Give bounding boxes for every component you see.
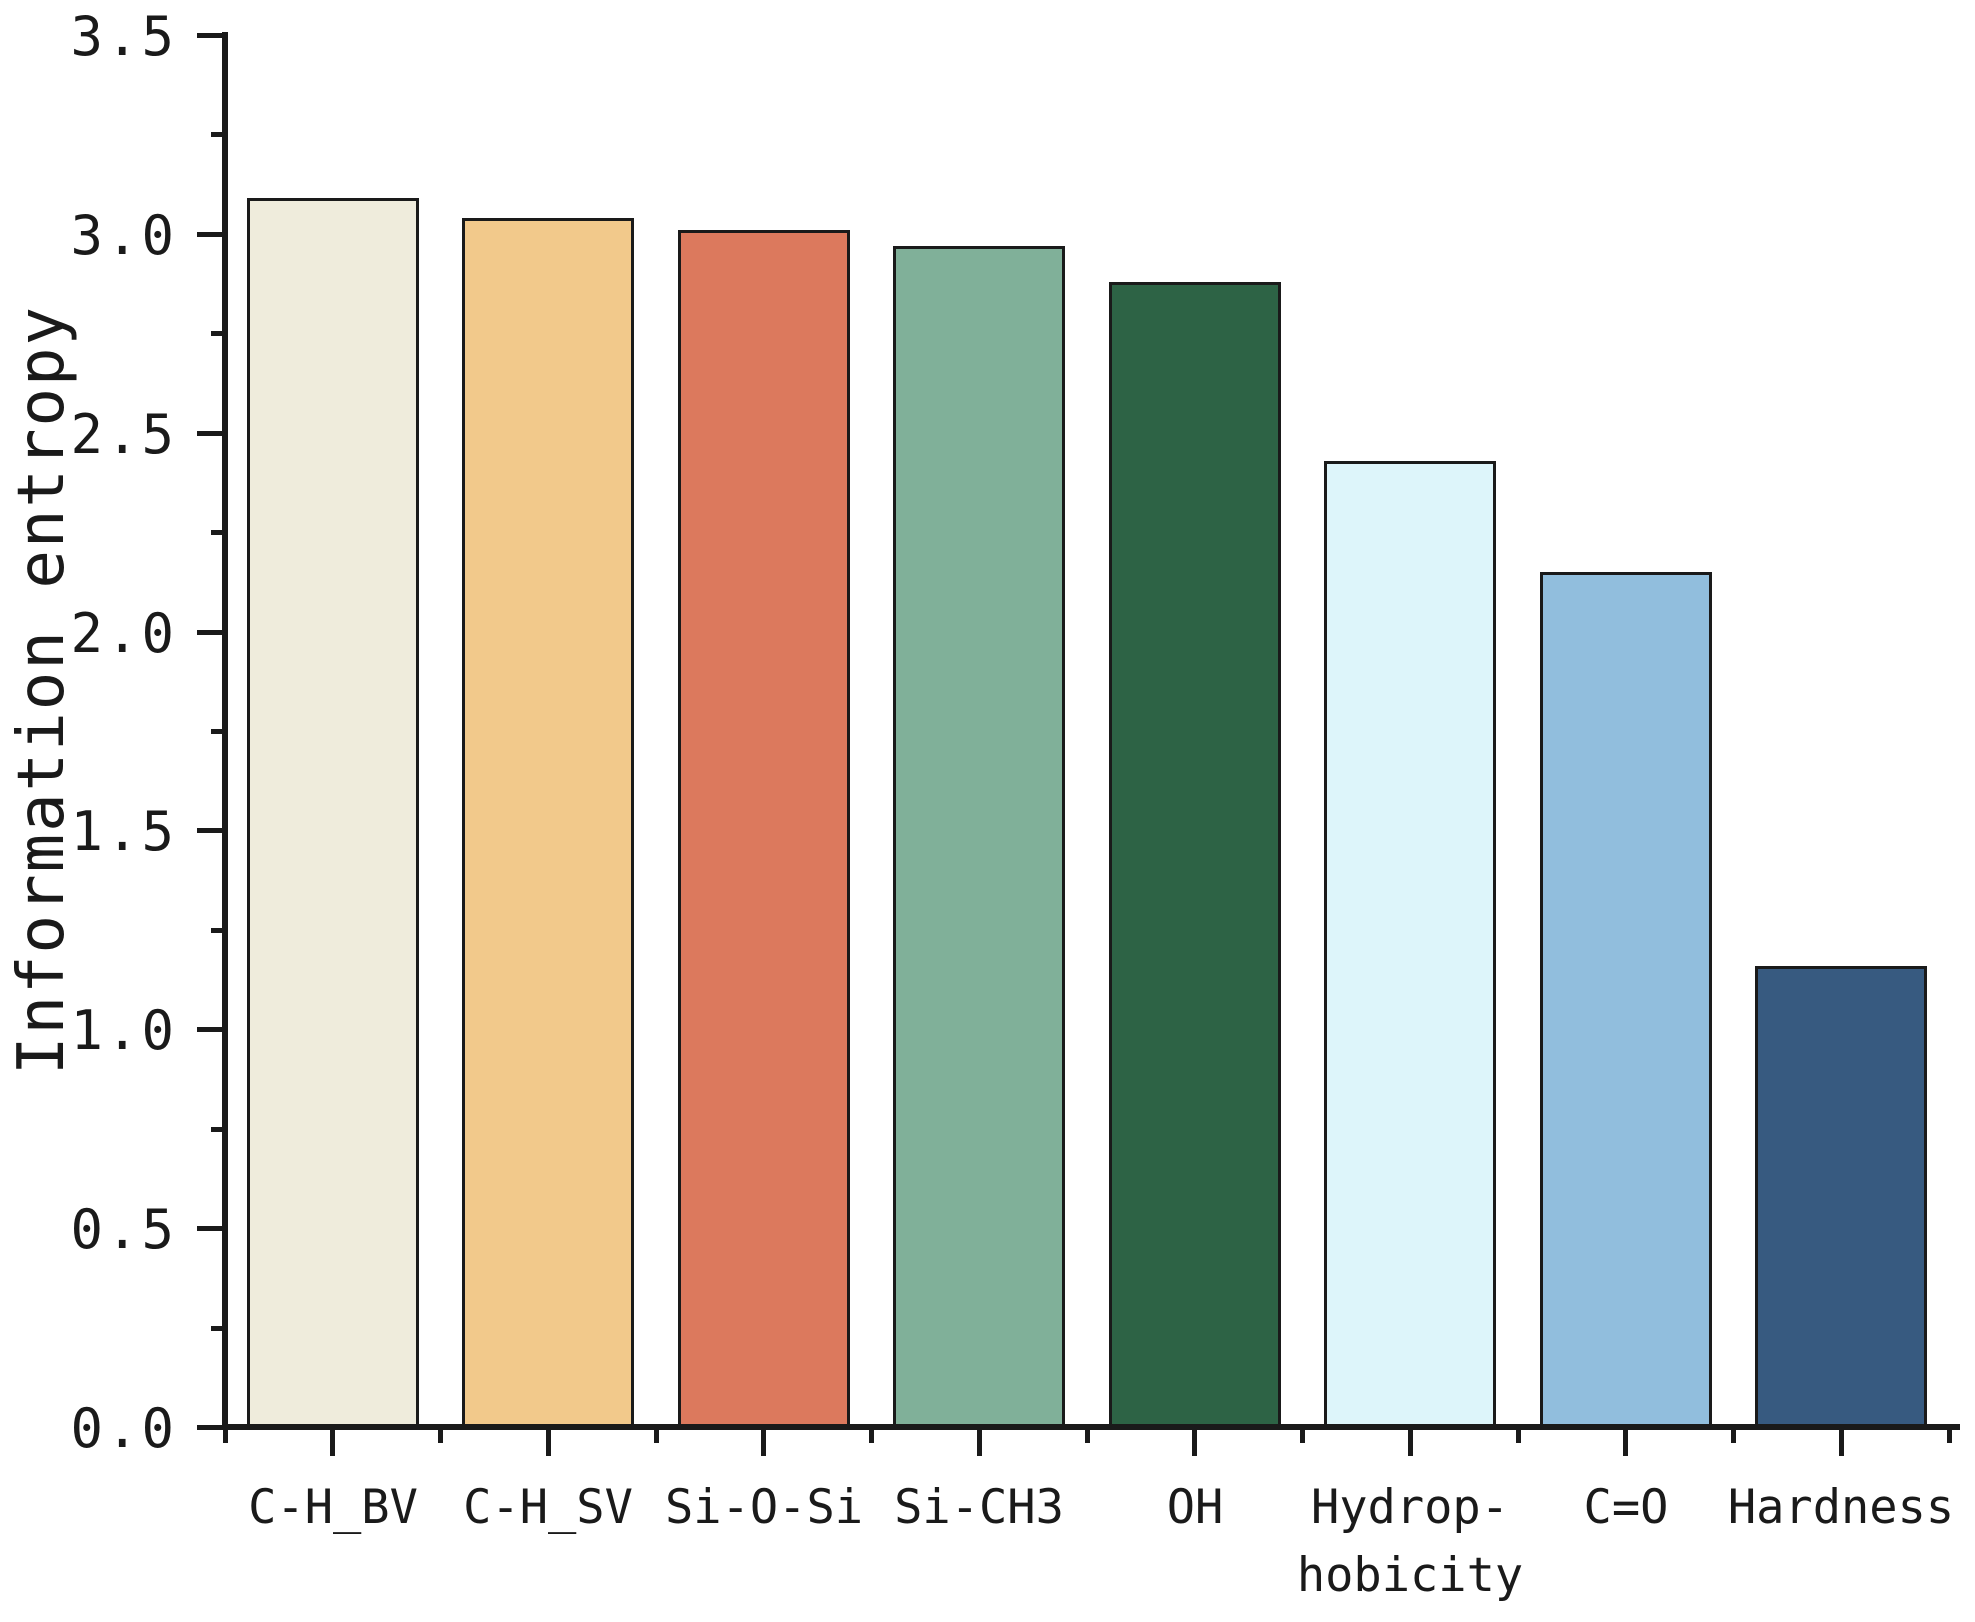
y-tick-label: 1.0: [70, 999, 177, 1062]
y-major-tick: [197, 630, 225, 635]
y-minor-tick: [211, 1326, 225, 1331]
y-major-tick: [197, 1226, 225, 1231]
x-minor-tick: [1516, 1428, 1521, 1443]
x-tick-label: Hardness: [1727, 1480, 1955, 1535]
x-minor-tick: [869, 1428, 874, 1443]
bar: [1755, 966, 1927, 1427]
x-major-tick: [1839, 1428, 1844, 1456]
x-minor-tick: [1300, 1428, 1305, 1443]
y-major-tick: [197, 431, 225, 436]
x-minor-tick: [1947, 1428, 1952, 1443]
y-major-tick: [197, 232, 225, 237]
x-tick-label: OH: [1166, 1480, 1224, 1535]
x-major-tick: [1192, 1428, 1197, 1456]
y-major-tick: [197, 1425, 225, 1430]
bar: [893, 246, 1065, 1427]
x-minor-tick: [1731, 1428, 1736, 1443]
x-tick-label: C-H_BV: [248, 1480, 418, 1535]
y-minor-tick: [211, 1127, 225, 1132]
x-major-tick: [977, 1428, 982, 1456]
bar: [1324, 461, 1496, 1427]
y-tick-label: 0.0: [70, 1397, 177, 1460]
bar: [678, 230, 850, 1427]
x-axis-line: [222, 1424, 1960, 1430]
x-major-tick: [1623, 1428, 1628, 1456]
y-minor-tick: [211, 928, 225, 933]
bar: [462, 218, 634, 1427]
y-minor-tick: [211, 132, 225, 137]
y-axis-line: [222, 32, 228, 1430]
x-tick-label: C=O: [1583, 1480, 1669, 1535]
y-tick-label: 3.5: [70, 5, 177, 68]
x-tick-label: Si-O-Si: [664, 1480, 864, 1535]
bar: [1109, 282, 1281, 1427]
y-major-tick: [197, 33, 225, 38]
y-tick-label: 2.0: [70, 602, 177, 665]
x-tick-label: Hydrop- hobicity: [1296, 1480, 1524, 1603]
x-major-tick: [330, 1428, 335, 1456]
y-minor-tick: [211, 530, 225, 535]
y-major-tick: [197, 828, 225, 833]
y-tick-label: 0.5: [70, 1198, 177, 1261]
x-minor-tick: [654, 1428, 659, 1443]
y-major-tick: [197, 1027, 225, 1032]
bar: [1540, 572, 1712, 1427]
x-tick-label: Si-CH3: [894, 1480, 1064, 1535]
x-minor-tick: [223, 1428, 228, 1443]
x-major-tick: [761, 1428, 766, 1456]
y-minor-tick: [211, 729, 225, 734]
y-minor-tick: [211, 331, 225, 336]
x-major-tick: [546, 1428, 551, 1456]
y-tick-label: 1.5: [70, 800, 177, 863]
x-minor-tick: [438, 1428, 443, 1443]
y-tick-label: 2.5: [70, 403, 177, 466]
x-major-tick: [1408, 1428, 1413, 1456]
bar: [247, 198, 419, 1427]
y-tick-label: 3.0: [70, 204, 177, 267]
x-tick-label: C-H_SV: [463, 1480, 633, 1535]
x-minor-tick: [1085, 1428, 1090, 1443]
